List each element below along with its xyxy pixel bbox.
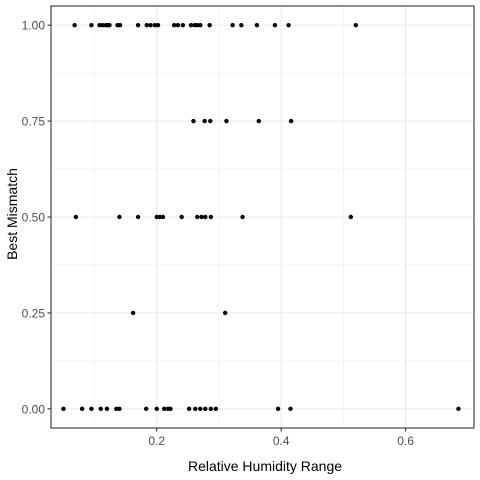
data-point — [148, 22, 153, 28]
data-point — [208, 118, 213, 124]
data-point — [202, 118, 207, 124]
x-tick-label: 0.4 — [273, 434, 290, 448]
data-point — [117, 22, 123, 28]
data-point — [198, 406, 203, 412]
data-point — [89, 22, 94, 28]
data-point — [117, 214, 122, 220]
x-axis-title: Relative Humidity Range — [188, 458, 342, 474]
data-point — [73, 214, 79, 220]
x-axis: 0.2 0.4 0.6 — [148, 428, 414, 448]
data-point — [162, 406, 167, 412]
data-point — [224, 118, 229, 124]
data-point — [193, 406, 198, 412]
data-point — [286, 22, 291, 28]
data-point — [171, 22, 177, 28]
data-point — [72, 22, 77, 28]
data-point — [143, 406, 149, 412]
data-point — [180, 22, 186, 28]
data-point — [208, 406, 214, 412]
data-point — [157, 214, 163, 220]
data-point — [191, 118, 196, 124]
y-axis: 0.00 0.25 0.50 0.75 1.00 — [22, 19, 51, 416]
data-point — [222, 310, 228, 316]
data-point — [175, 22, 181, 28]
data-point — [179, 214, 184, 220]
data-point — [240, 214, 245, 220]
data-point — [203, 406, 208, 412]
data-point — [135, 22, 141, 28]
data-point — [199, 214, 204, 220]
data-point — [168, 406, 173, 412]
data-point — [98, 406, 103, 412]
data-point — [254, 22, 260, 28]
data-point — [456, 406, 461, 412]
data-point — [154, 214, 159, 220]
x-tick-label: 0.6 — [397, 434, 414, 448]
y-tick-label: 0.50 — [22, 211, 46, 225]
data-point — [107, 22, 112, 28]
data-point — [104, 406, 110, 412]
data-point — [203, 214, 208, 220]
y-axis-title: Best Mismatch — [4, 168, 20, 260]
data-point — [272, 22, 278, 28]
data-point — [152, 22, 158, 28]
data-point — [230, 22, 235, 28]
data-point — [154, 406, 159, 412]
data-point — [208, 214, 214, 220]
data-point — [188, 22, 194, 28]
data-point — [61, 406, 66, 412]
data-point — [207, 22, 212, 28]
data-point — [160, 214, 166, 220]
data-points — [61, 22, 461, 412]
data-point — [117, 406, 122, 412]
y-tick-label: 0.75 — [22, 115, 46, 129]
data-point — [353, 22, 359, 28]
data-point — [256, 118, 261, 124]
data-point — [348, 214, 354, 220]
data-point — [79, 406, 85, 412]
data-point — [239, 22, 244, 28]
data-point — [288, 406, 293, 412]
y-tick-label: 0.25 — [22, 306, 46, 320]
data-point — [198, 22, 203, 28]
data-point — [213, 406, 219, 412]
data-point — [194, 22, 200, 28]
x-tick-label: 0.2 — [148, 434, 165, 448]
data-point — [135, 214, 141, 220]
data-point — [89, 406, 94, 412]
data-point — [97, 22, 102, 28]
data-point — [194, 214, 200, 220]
data-point — [275, 406, 281, 412]
data-point — [288, 118, 294, 124]
data-point — [100, 22, 105, 28]
data-point — [114, 406, 119, 412]
data-point — [186, 406, 192, 412]
data-point — [130, 310, 136, 316]
y-tick-label: 0.00 — [22, 402, 46, 416]
data-point — [155, 22, 161, 28]
data-point — [144, 22, 149, 28]
y-tick-label: 1.00 — [22, 19, 46, 33]
